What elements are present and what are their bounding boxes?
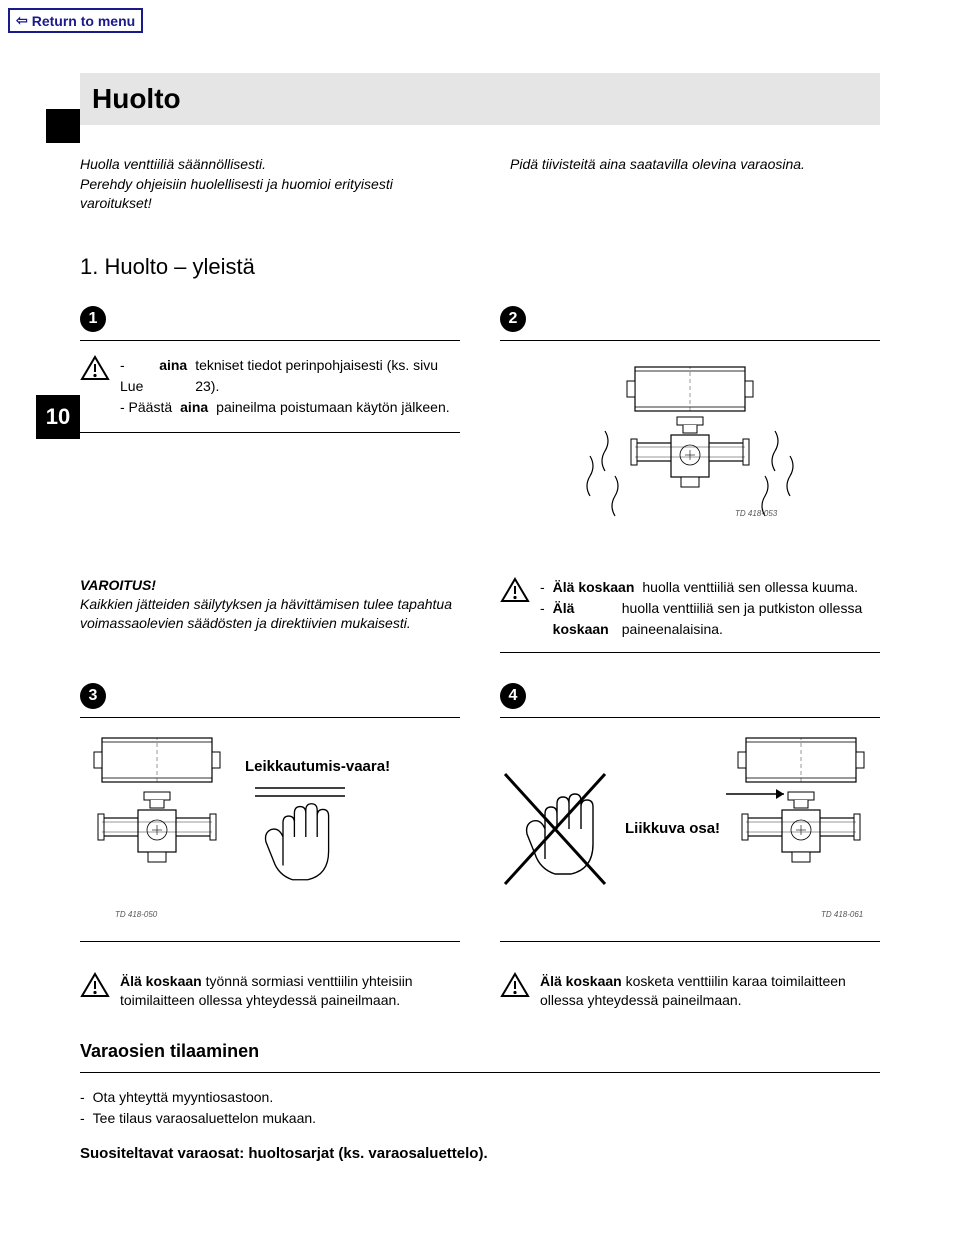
intro-right-line: Pidä tiivisteitä aina saatavilla olevina… [510, 155, 880, 175]
cut-hazard-hand-icon [245, 780, 355, 900]
left-arrow-icon: ⇦ [16, 12, 28, 29]
valve-figure-4: TD 418-061 [726, 732, 876, 927]
hot-valve-figure: TD 418-053 [560, 361, 820, 541]
warning-icon [500, 972, 530, 998]
section-1-title: 1. Huolto – yleistä [80, 254, 880, 286]
warning-icon [80, 972, 110, 998]
return-label: Return to menu [32, 13, 135, 29]
warning-icon [500, 577, 530, 603]
ordering-line-2: Tee tilaus varaosaluettelon mukaan. [93, 1108, 316, 1129]
fig-ref-3: TD 418-050 [115, 910, 158, 919]
ordering-line-1: Ota yhteyttä myyntiosastoon. [93, 1087, 274, 1108]
intro-left: Huolla venttiiliä säännöllisesti. Perehd… [80, 155, 450, 214]
panel-badge-1: 1 [80, 306, 106, 332]
ordering-section: Varaosien tilaaminen -Ota yhteyttä myynt… [80, 1041, 880, 1162]
panel-badge-4: 4 [500, 683, 526, 709]
bottom-warning-left: Älä koskaan työnnä sormiasi venttiilin y… [80, 972, 460, 1011]
panel-1: - Lue aina tekniset tiedot perinpohjaise… [80, 340, 460, 433]
ordering-title: Varaosien tilaaminen [80, 1041, 880, 1073]
page-number-tab: 10 [36, 395, 80, 439]
panel-1-bullets: - Lue aina tekniset tiedot perinpohjaise… [120, 355, 460, 418]
fig-ref-4: TD 418-061 [821, 910, 863, 919]
fig-ref-2: TD 418-053 [735, 509, 778, 518]
panel-4: Liikkuva osa! TD 418-061 [500, 717, 880, 942]
page-title-bar: Huolto [80, 73, 880, 125]
valve-figure-3: TD 418-050 [80, 732, 235, 927]
panel-3: TD 418-050 Leikkautumis-vaara! [80, 717, 460, 942]
intro-right: Pidä tiivisteitä aina saatavilla olevina… [510, 155, 880, 214]
intro-left-line1: Huolla venttiiliä säännöllisesti. [80, 155, 450, 175]
return-to-menu-link[interactable]: ⇦ Return to menu [8, 8, 143, 33]
varoitus-body: Kaikkien jätteiden säilytyksen ja hävitt… [80, 595, 460, 634]
panel-3-hazard-label: Leikkautumis-vaara! [245, 758, 390, 776]
warning-icon [80, 355, 110, 381]
page-title: Huolto [92, 83, 868, 115]
varoitus-label: VAROITUS! [80, 577, 460, 593]
panel-badge-2: 2 [500, 306, 526, 332]
header-black-tab [46, 109, 80, 143]
bottom-warning-right: Älä koskaan kosketa venttiilin karaa toi… [500, 972, 880, 1011]
varoitus-block: VAROITUS! Kaikkien jätteiden säilytyksen… [80, 577, 460, 653]
panel-badge-3: 3 [80, 683, 106, 709]
intro-left-line2: Perehdy ohjeisiin huolellisesti ja huomi… [80, 175, 450, 214]
recommended-spares: Suositeltavat varaosat: huoltosarjat (ks… [80, 1145, 880, 1162]
no-touch-hand-icon [500, 764, 615, 894]
panel-2-figure: TD 418-053 [500, 340, 880, 541]
page-number: 10 [46, 404, 70, 430]
panel-4-hazard-label: Liikkuva osa! [625, 820, 720, 838]
intro-row: Huolla venttiiliä säännöllisesti. Perehd… [80, 155, 880, 214]
panel-2-warnings: - Älä koskaan huolla venttiiliä sen olle… [500, 577, 880, 640]
